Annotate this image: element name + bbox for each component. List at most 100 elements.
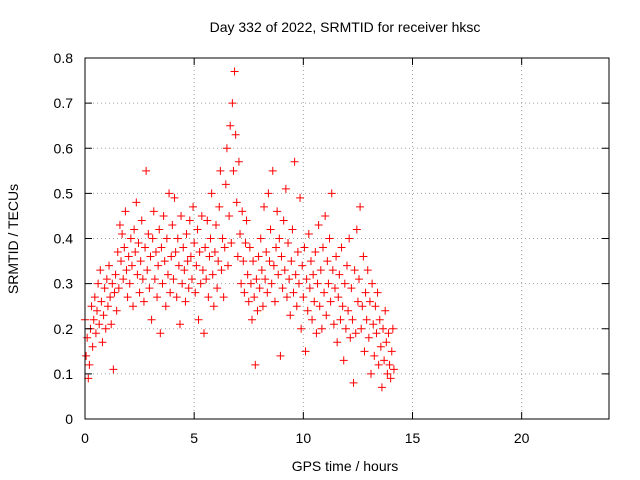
data-point [293, 248, 302, 257]
data-point [272, 243, 281, 252]
data-point [120, 243, 129, 252]
data-point [334, 293, 343, 302]
data-point [220, 243, 229, 252]
data-point [388, 324, 397, 333]
data-point [298, 261, 307, 270]
data-point [300, 243, 309, 252]
data-point [157, 243, 166, 252]
data-point [142, 166, 151, 175]
data-point [308, 315, 317, 324]
data-point [241, 239, 250, 248]
data-point [91, 329, 100, 338]
data-point [183, 257, 192, 266]
data-point [278, 284, 287, 293]
data-points [81, 67, 398, 392]
data-point [232, 198, 241, 207]
data-point [341, 324, 350, 333]
data-point [363, 266, 372, 275]
data-point [311, 248, 320, 257]
data-point [153, 293, 162, 302]
data-point [143, 266, 152, 275]
data-point [243, 270, 252, 279]
data-point [266, 225, 275, 234]
data-point [184, 284, 193, 293]
data-point [324, 279, 333, 288]
data-point [280, 266, 289, 275]
data-point [229, 166, 238, 175]
data-point [217, 266, 226, 275]
x-tick-label: 5 [190, 430, 198, 446]
data-point [353, 297, 362, 306]
data-point [231, 130, 240, 139]
data-point [384, 329, 393, 338]
data-point [199, 329, 208, 338]
data-point [181, 297, 190, 306]
data-point [245, 243, 254, 252]
data-point [205, 252, 214, 261]
data-point [95, 320, 104, 329]
data-point [114, 284, 123, 293]
data-point [113, 248, 122, 257]
data-point [368, 279, 377, 288]
data-point [360, 347, 369, 356]
data-point [242, 216, 251, 225]
data-point [167, 252, 176, 261]
data-point [230, 67, 239, 76]
data-point [123, 293, 132, 302]
grid-lines [85, 58, 609, 419]
data-point [301, 347, 310, 356]
data-point [296, 193, 305, 202]
data-point [292, 302, 301, 311]
data-point [112, 306, 121, 315]
data-point [125, 279, 134, 288]
data-point [103, 302, 112, 311]
data-point [375, 315, 384, 324]
data-point [138, 275, 147, 284]
y-tick-label: 0.6 [54, 140, 74, 156]
data-point [101, 324, 110, 333]
data-point [93, 306, 102, 315]
data-point [135, 288, 144, 297]
data-point [224, 261, 233, 270]
data-point [291, 270, 300, 279]
data-point [336, 315, 345, 324]
data-point [168, 220, 177, 229]
data-point [345, 234, 354, 243]
data-point [389, 365, 398, 374]
data-point [134, 239, 143, 248]
data-point [327, 189, 336, 198]
data-point [268, 166, 277, 175]
data-point [122, 266, 131, 275]
data-point [276, 351, 285, 360]
data-point [107, 320, 116, 329]
data-point [171, 248, 180, 257]
data-point [288, 225, 297, 234]
data-point [150, 275, 159, 284]
data-point [339, 356, 348, 365]
data-point [346, 333, 355, 342]
data-point [170, 193, 179, 202]
data-point [348, 315, 357, 324]
data-point [115, 220, 124, 229]
data-point [97, 297, 106, 306]
data-point [261, 275, 270, 284]
data-point [175, 320, 184, 329]
data-point [305, 284, 314, 293]
data-point [99, 311, 108, 320]
data-point [314, 220, 323, 229]
data-point [212, 220, 220, 229]
x-tick-label: 20 [514, 430, 530, 446]
data-point [118, 229, 127, 238]
data-point [317, 324, 326, 333]
data-point [174, 261, 183, 270]
data-point [333, 338, 342, 347]
data-point [361, 288, 370, 297]
data-point [309, 270, 318, 279]
data-point [194, 315, 203, 324]
data-point [258, 302, 267, 311]
data-point [265, 257, 274, 266]
x-tick-label: 10 [296, 430, 312, 446]
data-point [88, 342, 97, 351]
data-point [219, 293, 228, 302]
data-point [209, 302, 218, 311]
